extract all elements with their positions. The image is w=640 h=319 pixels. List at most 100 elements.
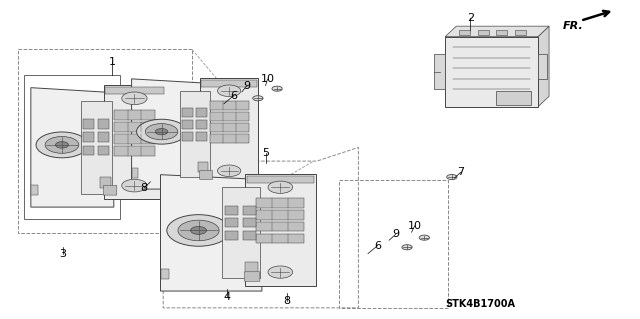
Bar [100, 177, 111, 189]
Bar [243, 205, 256, 215]
Bar [445, 37, 538, 107]
Bar [161, 269, 169, 279]
Bar [209, 123, 249, 132]
Circle shape [272, 86, 282, 91]
Bar [114, 134, 155, 144]
Circle shape [156, 129, 168, 135]
Bar [496, 92, 531, 106]
Bar [98, 119, 109, 129]
Circle shape [178, 220, 219, 241]
Text: 8: 8 [140, 183, 148, 193]
Bar [245, 174, 316, 286]
Bar [83, 132, 94, 142]
Bar [515, 30, 526, 35]
Bar [244, 262, 258, 273]
Circle shape [419, 235, 429, 240]
Bar [105, 87, 164, 94]
Text: 2: 2 [467, 12, 474, 23]
Bar [196, 108, 207, 117]
FancyBboxPatch shape [103, 185, 116, 195]
Text: 8: 8 [283, 296, 291, 307]
Polygon shape [538, 26, 549, 107]
Bar [18, 49, 192, 233]
Circle shape [56, 142, 68, 148]
Circle shape [145, 123, 178, 140]
Bar [98, 132, 109, 142]
Bar [339, 180, 448, 308]
Bar [182, 108, 193, 117]
Text: 9: 9 [392, 229, 399, 240]
Polygon shape [31, 88, 114, 207]
Bar [200, 78, 258, 183]
Bar [496, 30, 508, 35]
Bar [114, 110, 155, 120]
Circle shape [402, 245, 412, 250]
Bar [257, 210, 304, 219]
Bar [209, 135, 249, 144]
Circle shape [122, 179, 147, 192]
Bar [257, 198, 304, 208]
Polygon shape [161, 175, 262, 291]
Bar [459, 30, 470, 35]
Bar [180, 91, 210, 177]
FancyBboxPatch shape [244, 272, 260, 281]
Bar [104, 85, 164, 199]
Bar [198, 161, 208, 172]
Bar [202, 80, 257, 86]
Text: 5: 5 [262, 148, 269, 158]
Bar [257, 222, 304, 231]
Bar [114, 122, 155, 132]
Bar [243, 231, 256, 240]
Circle shape [191, 226, 207, 234]
Bar [182, 132, 193, 141]
Bar [132, 168, 138, 178]
Polygon shape [132, 79, 211, 189]
Bar [83, 145, 94, 155]
Text: STK4B1700A: STK4B1700A [445, 299, 515, 309]
Text: 6: 6 [230, 91, 237, 101]
Bar [182, 120, 193, 129]
Bar [243, 218, 256, 227]
Bar [81, 101, 112, 194]
Bar [225, 218, 238, 227]
Circle shape [447, 174, 457, 180]
Bar [257, 234, 304, 243]
Circle shape [45, 137, 79, 153]
Text: 3: 3 [60, 249, 66, 259]
Bar [114, 146, 155, 156]
Bar [477, 30, 489, 35]
Bar [196, 132, 207, 141]
Circle shape [136, 119, 186, 144]
Bar [538, 54, 547, 79]
Text: 9: 9 [243, 81, 250, 91]
Bar [31, 185, 38, 195]
Bar [225, 231, 238, 240]
Bar [24, 75, 120, 219]
Bar [209, 101, 249, 110]
Text: FR.: FR. [563, 20, 584, 31]
Polygon shape [445, 26, 549, 37]
Text: 1: 1 [109, 57, 115, 67]
Bar [83, 119, 94, 129]
Circle shape [268, 266, 292, 278]
Bar [196, 120, 207, 129]
Bar [209, 112, 249, 121]
Circle shape [218, 165, 241, 177]
Circle shape [36, 132, 88, 158]
Text: 10: 10 [408, 221, 422, 231]
Text: 7: 7 [457, 167, 465, 177]
Circle shape [167, 215, 230, 246]
Bar [246, 176, 314, 183]
Text: 6: 6 [374, 241, 381, 251]
Circle shape [122, 92, 147, 105]
Text: 10: 10 [260, 74, 275, 84]
FancyBboxPatch shape [200, 170, 212, 180]
Bar [225, 205, 238, 215]
Bar [222, 187, 260, 278]
Text: 4: 4 [223, 292, 231, 302]
Circle shape [218, 85, 241, 97]
Bar [98, 145, 109, 155]
Bar [434, 54, 445, 89]
Circle shape [268, 181, 292, 193]
Circle shape [253, 96, 263, 101]
